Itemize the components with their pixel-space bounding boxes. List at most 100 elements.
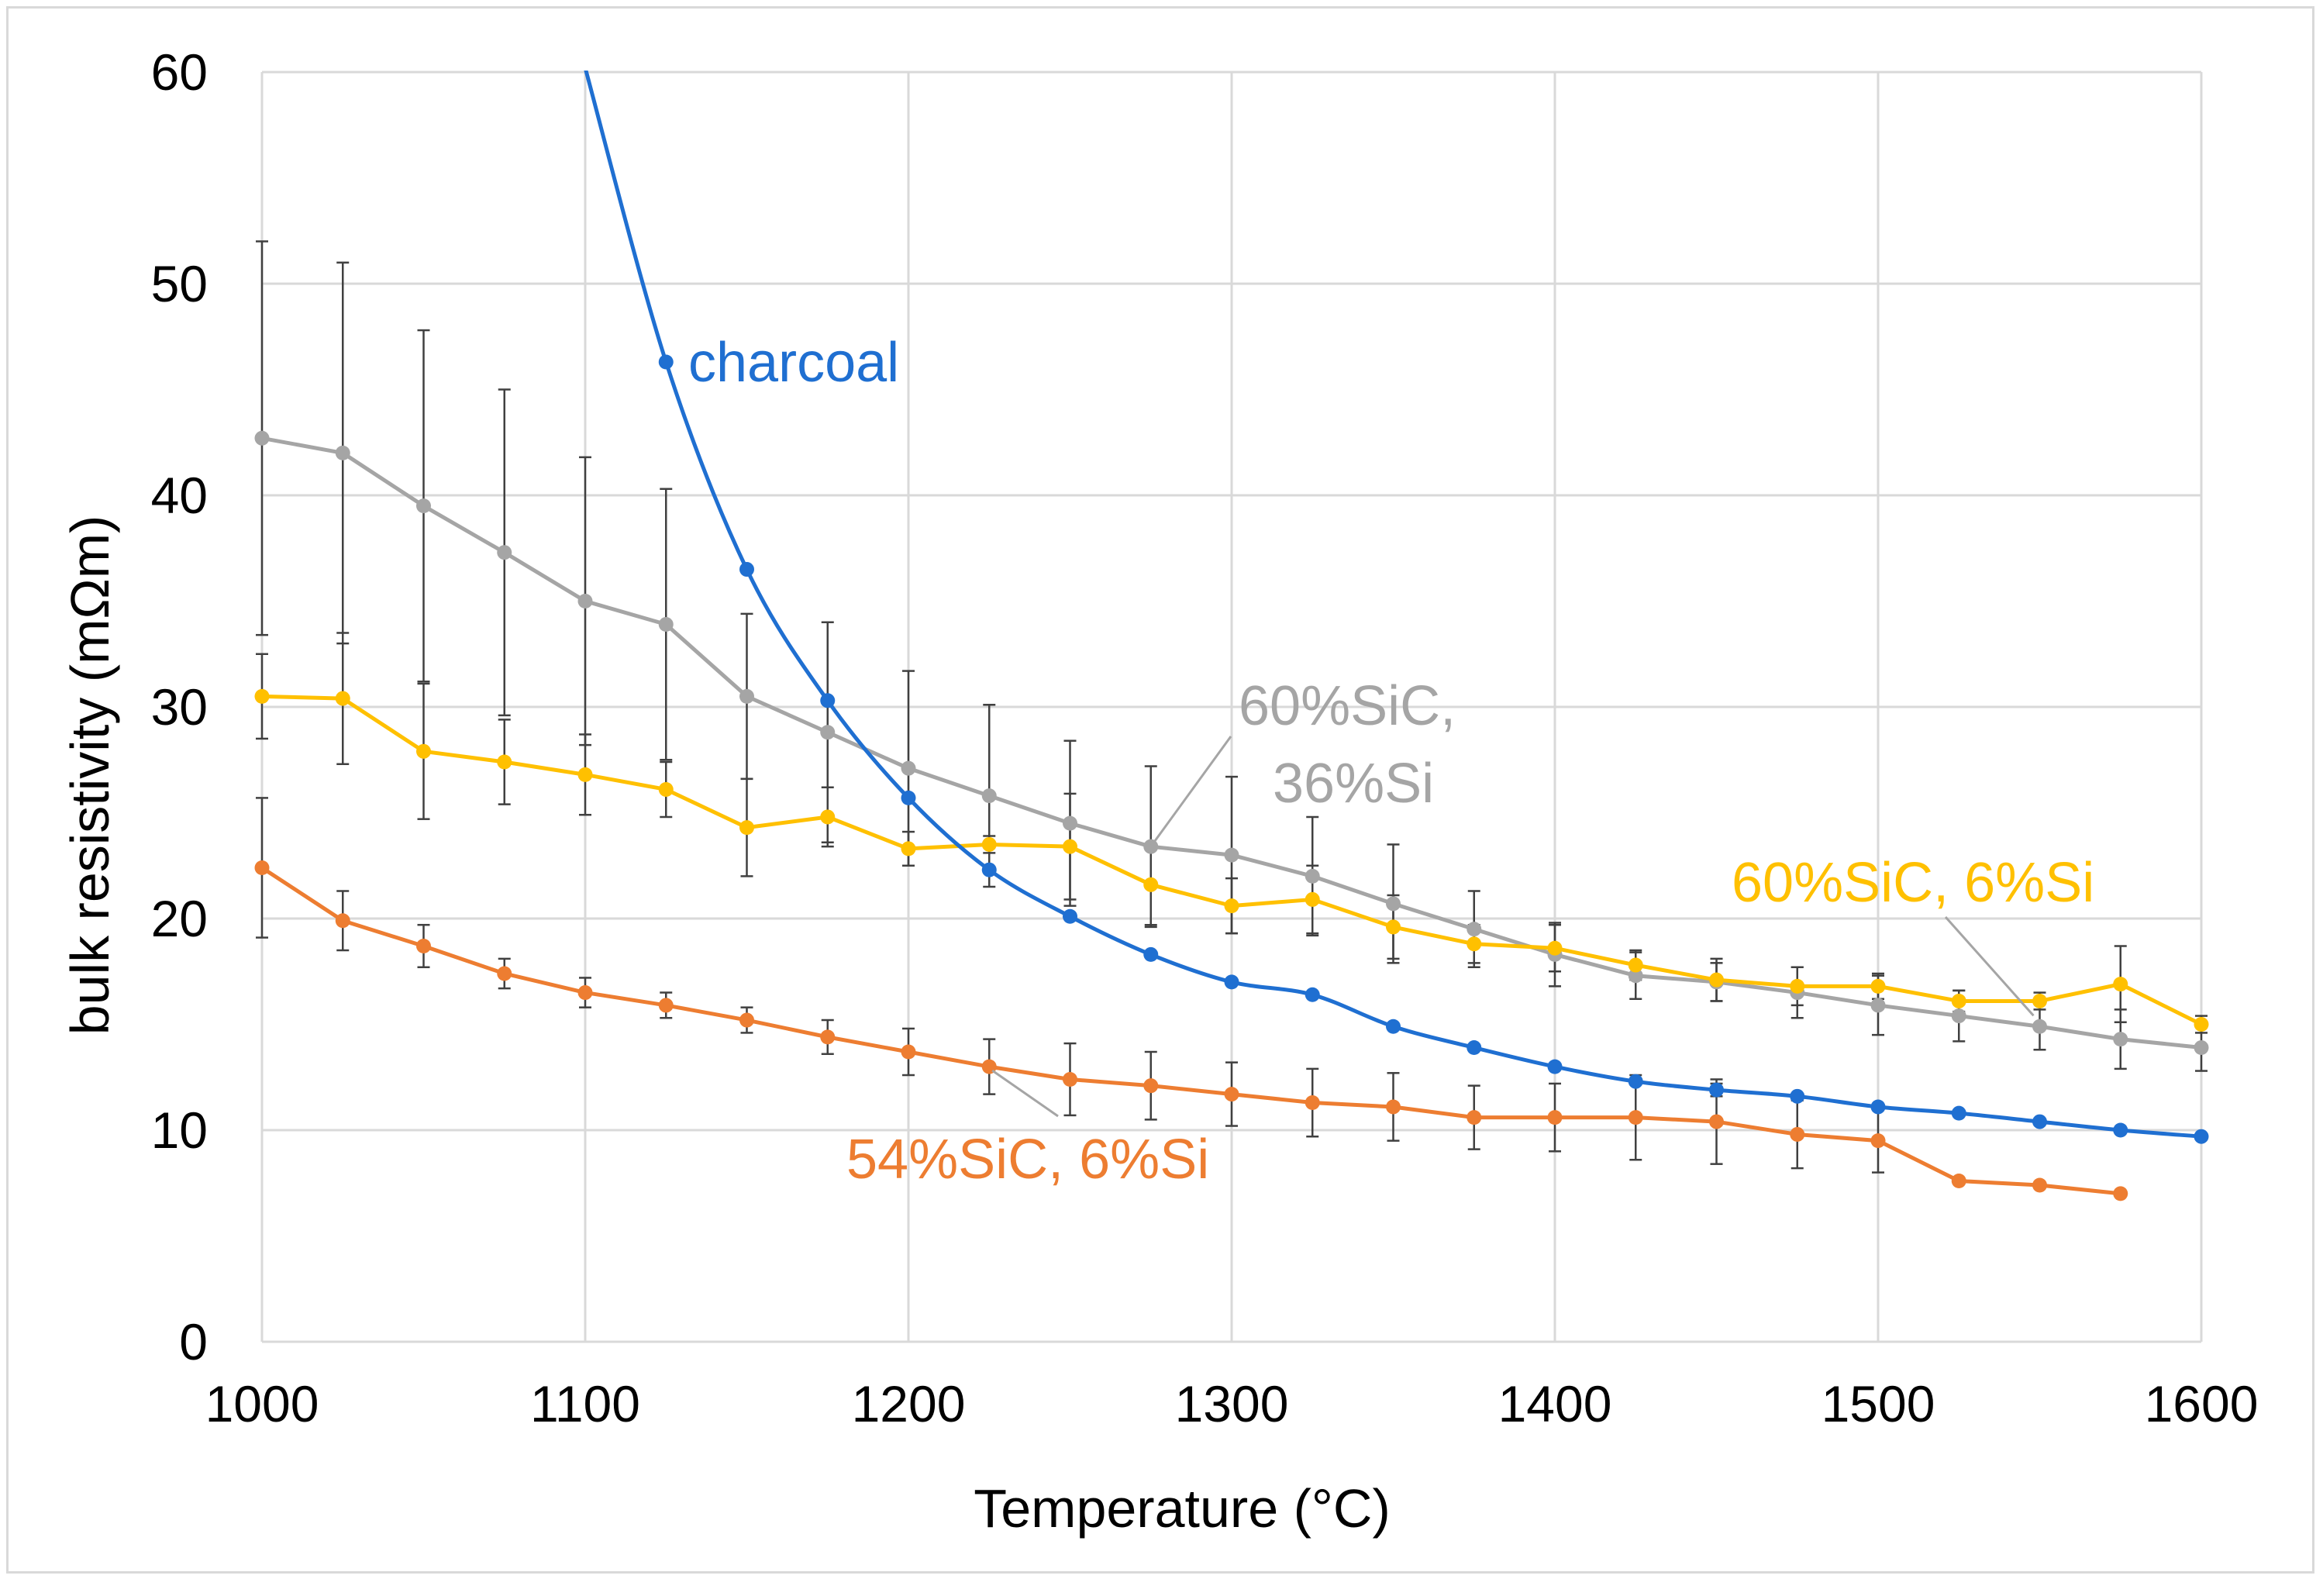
point-charcoal-1125 [658, 354, 674, 370]
point-54sic-6si-1200 [901, 1044, 916, 1060]
point-charcoal-1250 [1063, 908, 1077, 924]
point-54sic-6si-1350 [1386, 1099, 1401, 1115]
y-tick-20: 20 [151, 890, 208, 947]
point-60sic-36si-1600 [2194, 1040, 2209, 1056]
y-tick-50: 50 [151, 255, 208, 312]
point-60sic-6si-1050 [416, 743, 431, 759]
point-60sic-36si-1325 [1305, 868, 1320, 884]
point-60sic-36si-1150 [739, 688, 754, 704]
point-charcoal-1550 [2032, 1114, 2047, 1129]
series-line-54sic-6si [260, 866, 2121, 1196]
point-54sic-6si-1175 [820, 1029, 836, 1045]
x-tick-1100: 1100 [530, 1375, 640, 1432]
point-60sic-6si-1425 [1628, 957, 1643, 973]
point-54sic-6si-1050 [416, 938, 431, 953]
point-charcoal-1225 [981, 862, 997, 877]
point-60sic-36si-1375 [1467, 922, 1482, 937]
point-60sic-36si-1025 [335, 445, 350, 460]
point-charcoal-1600 [2194, 1129, 2209, 1144]
point-54sic-6si-1500 [1870, 1133, 1886, 1149]
leader-line-54sic-6si [991, 1069, 1059, 1118]
point-charcoal-1200 [901, 790, 916, 805]
x-tick-1200: 1200 [852, 1375, 966, 1432]
point-charcoal-1450 [1709, 1082, 1724, 1098]
point-charcoal-1375 [1467, 1040, 1482, 1056]
point-60sic-36si-1050 [416, 498, 431, 514]
point-60sic-36si-1175 [820, 725, 836, 740]
point-60sic-6si-1100 [577, 767, 593, 782]
point-charcoal-1300 [1224, 974, 1239, 990]
x-tick-1000: 1000 [205, 1375, 319, 1432]
point-60sic-6si-1375 [1467, 936, 1482, 952]
point-60sic-6si-1400 [1547, 940, 1563, 956]
point-60sic-6si-1250 [1063, 839, 1077, 854]
point-60sic-6si-1300 [1224, 898, 1239, 914]
x-tick-1400: 1400 [1498, 1375, 1612, 1432]
point-60sic-36si-1500 [1870, 998, 1886, 1013]
label-54sic-6si: 54%SiC, 6%Si [846, 1129, 1209, 1191]
point-54sic-6si-1125 [658, 998, 674, 1013]
point-60sic-6si-1350 [1386, 919, 1401, 935]
point-60sic-6si-1500 [1870, 978, 1886, 994]
point-60sic-6si-1150 [739, 820, 754, 836]
y-axis-title: bulk resistivity (mΩm) [60, 515, 120, 1036]
point-60sic-6si-1325 [1305, 891, 1320, 907]
y-tick-30: 30 [151, 678, 208, 736]
point-60sic-36si-1300 [1224, 847, 1239, 863]
point-54sic-6si-1275 [1143, 1078, 1159, 1094]
point-charcoal-1350 [1386, 1019, 1401, 1034]
y-tick-40: 40 [151, 467, 208, 524]
series-points [254, 354, 2209, 1201]
point-60sic-6si-1525 [1951, 993, 1966, 1008]
point-charcoal-1275 [1143, 946, 1159, 962]
point-60sic-36si-1525 [1951, 1008, 1966, 1024]
label-60sic-36si-line2: 36%Si [1273, 753, 1434, 815]
point-60sic-6si-1025 [335, 691, 350, 706]
point-60sic-6si-1075 [497, 754, 512, 770]
chart-frame [6, 6, 2314, 1574]
point-charcoal-1575 [2113, 1122, 2128, 1138]
point-54sic-6si-1325 [1305, 1095, 1320, 1111]
point-60sic-36si-1550 [2032, 1019, 2047, 1034]
point-60sic-6si-1225 [981, 836, 997, 852]
point-60sic-6si-1475 [1790, 978, 1805, 994]
x-axis-title: Temperature (°C) [974, 1478, 1391, 1539]
x-tick-1500: 1500 [1822, 1375, 1935, 1432]
point-60sic-6si-1600 [2194, 1017, 2209, 1032]
point-60sic-36si-1075 [497, 545, 512, 560]
point-54sic-6si-1475 [1790, 1126, 1805, 1142]
point-60sic-36si-1350 [1386, 896, 1401, 912]
point-54sic-6si-1375 [1467, 1110, 1482, 1125]
point-54sic-6si-1300 [1224, 1087, 1239, 1102]
point-60sic-36si-1575 [2113, 1032, 2128, 1047]
point-charcoal-1400 [1547, 1059, 1563, 1074]
point-60sic-36si-1225 [981, 788, 997, 804]
label-charcoal: charcoal [688, 332, 899, 394]
leader-line-60sic-36si [1149, 736, 1232, 848]
point-charcoal-1500 [1870, 1099, 1886, 1115]
point-54sic-6si-1100 [577, 985, 593, 1001]
point-charcoal-1425 [1628, 1074, 1643, 1089]
grid [260, 71, 2203, 1343]
point-60sic-36si-1000 [254, 430, 270, 446]
point-54sic-6si-1550 [2032, 1177, 2047, 1193]
point-60sic-6si-1125 [658, 781, 674, 797]
point-60sic-6si-1000 [254, 688, 270, 704]
leader-line-60sic-6si [1944, 916, 2035, 1017]
point-54sic-6si-1150 [739, 1012, 754, 1028]
series-line-charcoal [584, 71, 2202, 1139]
point-60sic-6si-1575 [2113, 977, 2128, 992]
point-charcoal-1150 [739, 562, 754, 577]
label-60sic-6si: 60%SiC, 6%Si [1732, 852, 2094, 914]
point-54sic-6si-1400 [1547, 1110, 1563, 1125]
point-60sic-6si-1175 [820, 809, 836, 825]
series-annotations: charcoal 60%SiC, 36%Si 60%SiC, 6%Si 54%S… [688, 332, 2094, 1191]
point-60sic-36si-1200 [901, 760, 916, 776]
point-54sic-6si-1000 [254, 860, 270, 875]
y-tick-60: 60 [151, 43, 208, 101]
label-60sic-36si-line1: 60%SiC, [1239, 675, 1456, 737]
point-60sic-6si-1200 [901, 841, 916, 857]
point-60sic-6si-1550 [2032, 993, 2047, 1008]
point-54sic-6si-1575 [2113, 1186, 2128, 1201]
x-tick-1600: 1600 [2145, 1375, 2259, 1432]
